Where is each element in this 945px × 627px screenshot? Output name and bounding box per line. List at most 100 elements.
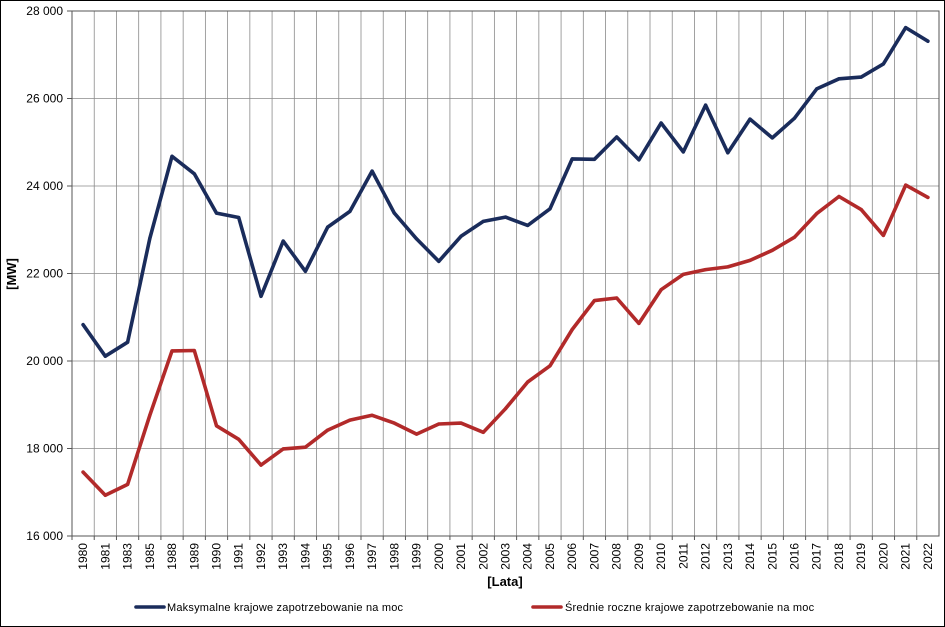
- y-tick-label: 24 000: [26, 179, 63, 193]
- data-point: [503, 407, 508, 411]
- x-tick-label: 2000: [432, 543, 446, 570]
- x-tick-label: 1999: [410, 543, 424, 570]
- data-point: [459, 234, 463, 238]
- x-tick-label: 1991: [232, 543, 246, 570]
- data-point: [570, 327, 574, 332]
- data-point: [904, 26, 908, 30]
- x-tick-label: 1983: [121, 543, 135, 570]
- x-tick-label: 1980: [76, 543, 90, 570]
- x-tick-label: 1993: [276, 543, 290, 570]
- data-point: [659, 288, 663, 292]
- x-tick-label: 2006: [565, 543, 579, 570]
- data-point: [281, 447, 285, 451]
- x-tick-label: 1992: [254, 543, 268, 570]
- legend-label: Średnie roczne krajowe zapotrzebowanie n…: [565, 601, 815, 614]
- data-point: [503, 215, 508, 219]
- x-tick-label: 2013: [721, 543, 735, 570]
- y-tick-label: 28 000: [26, 4, 63, 18]
- data-point: [659, 121, 663, 125]
- data-point: [103, 493, 107, 497]
- data-point: [326, 225, 330, 229]
- data-point: [837, 194, 841, 199]
- x-axis-title: [Lata]: [487, 574, 522, 589]
- data-point: [437, 422, 441, 426]
- x-tick-label: 2010: [654, 543, 668, 570]
- x-tick-label: 2015: [765, 543, 779, 570]
- data-point: [748, 258, 752, 262]
- data-point: [615, 135, 619, 139]
- data-point: [881, 233, 886, 237]
- data-point: [770, 136, 774, 140]
- x-tick-label: 2017: [810, 543, 824, 570]
- data-point: [326, 428, 330, 432]
- data-point: [281, 239, 285, 243]
- data-point: [615, 296, 619, 300]
- y-tick-label: 16 000: [26, 529, 63, 543]
- data-point: [81, 470, 85, 474]
- data-point: [259, 294, 263, 298]
- x-tick-label: 1997: [365, 543, 379, 570]
- data-point: [148, 236, 152, 241]
- data-point: [926, 39, 930, 43]
- data-point: [681, 272, 685, 276]
- x-tick-label: 2007: [587, 543, 601, 570]
- data-point: [148, 413, 152, 417]
- x-tick-label: 2004: [521, 543, 535, 570]
- x-tick-label: 2001: [454, 543, 468, 570]
- x-tick-label: 2021: [899, 543, 913, 570]
- x-tick-label: 2002: [476, 543, 490, 570]
- y-tick-label: 20 000: [26, 354, 63, 368]
- data-point: [637, 321, 641, 325]
- x-tick-label: 1994: [298, 543, 312, 570]
- data-point: [348, 418, 352, 422]
- x-tick-label: 2016: [788, 543, 802, 570]
- x-tick-label: 1989: [187, 543, 201, 570]
- x-tick-label: 1985: [143, 543, 157, 570]
- y-tick-labels: 16 000 18 000 20 000 22 000 24 000 26 000 28 0…: [26, 4, 63, 543]
- data-point: [526, 223, 530, 227]
- data-point: [103, 354, 107, 358]
- data-point: [548, 364, 552, 368]
- data-point: [237, 215, 241, 220]
- data-point: [237, 437, 241, 441]
- x-tick-label: 2018: [832, 543, 846, 570]
- data-point: [815, 212, 819, 216]
- data-point: [570, 157, 574, 161]
- data-point: [815, 87, 819, 91]
- data-point: [904, 183, 908, 187]
- data-point: [303, 445, 307, 449]
- x-tick-label: 2003: [499, 543, 513, 570]
- data-point: [81, 323, 85, 327]
- data-point: [704, 268, 708, 272]
- data-point: [637, 158, 641, 162]
- data-point: [481, 430, 485, 434]
- data-point: [726, 265, 730, 269]
- data-point: [392, 421, 396, 425]
- data-point: [792, 235, 797, 239]
- data-point: [392, 211, 396, 215]
- data-point: [348, 209, 352, 213]
- x-tick-label: 2011: [676, 543, 690, 569]
- data-point: [748, 117, 752, 121]
- data-point: [681, 150, 685, 154]
- x-tick-label: 1988: [165, 543, 179, 570]
- series-lines: [81, 25, 930, 498]
- data-point: [214, 424, 219, 428]
- x-tick-label: 1981: [98, 543, 112, 570]
- data-point: [704, 103, 708, 107]
- x-tick-label: 2020: [876, 543, 890, 570]
- y-axis-title: [MW]: [4, 258, 19, 290]
- data-point: [792, 116, 797, 120]
- legend: Maksymalne krajowe zapotrzebowanie na mo…: [134, 601, 815, 614]
- legend-label: Maksymalne krajowe zapotrzebowanie na mo…: [167, 602, 404, 614]
- data-point: [415, 432, 419, 436]
- data-point: [170, 154, 174, 158]
- y-tick-label: 22 000: [26, 267, 63, 281]
- data-point: [437, 259, 441, 263]
- data-point: [726, 151, 730, 155]
- data-point: [592, 157, 597, 161]
- data-point: [926, 195, 930, 199]
- data-point: [548, 207, 552, 211]
- data-point: [526, 380, 530, 384]
